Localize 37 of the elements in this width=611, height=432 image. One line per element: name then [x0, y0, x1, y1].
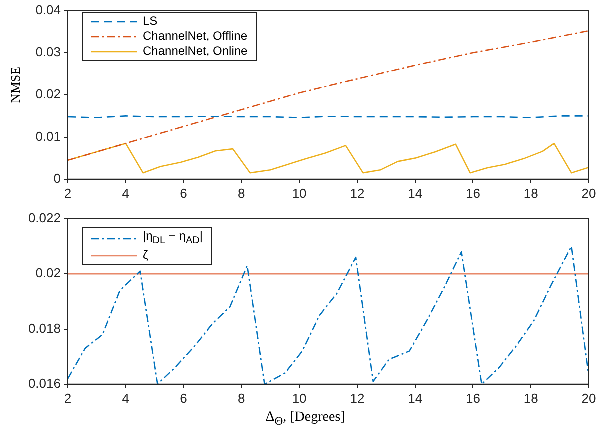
x-tick-label: 8: [238, 186, 246, 201]
legend-label: ChannelNet, Online: [143, 44, 248, 59]
x-tick-label: 8: [238, 390, 246, 406]
y-tick-label: 0.018: [28, 320, 61, 336]
x-tick-label: 6: [180, 390, 188, 406]
x-tick-label: 20: [582, 186, 596, 201]
x-tick-label: 10: [292, 390, 307, 406]
x-tick-label: 16: [466, 390, 480, 406]
x-tick-label: 14: [408, 186, 423, 201]
y-tick-label: 0.022: [28, 210, 61, 226]
x-tick-label: 6: [180, 186, 188, 201]
x-tick-label: 20: [582, 390, 596, 406]
y-tick-label: 0.02: [36, 266, 61, 281]
x-tick-label: 14: [408, 390, 423, 406]
x-tick-label: 18: [524, 390, 538, 406]
x-tick-label: 12: [350, 390, 365, 406]
legend-label: LS: [143, 14, 158, 29]
y-tick-label: 0.01: [36, 128, 61, 144]
x-tick-label: 2: [64, 390, 72, 406]
x-tick-label: 10: [292, 186, 307, 201]
x-tick-label: 18: [524, 186, 538, 201]
y-tick-label: 0.016: [28, 376, 61, 391]
y-tick-label: 0.03: [36, 44, 61, 60]
x-tick-label: 16: [466, 186, 480, 201]
y-tick-label: 0.04: [36, 2, 61, 18]
x-axis-title: Δ$_{Θ}$, [Degrees]: [264, 410, 346, 428]
line-series: [68, 30, 589, 162]
y-axis-title: NMSE: [8, 66, 24, 104]
legend-label: ζ: [143, 248, 148, 264]
x-tick-label: 2: [64, 186, 72, 201]
x-tick-label: 4: [122, 390, 130, 406]
legend-label: |η$_{DL}$ − η$_{AD}$|: [143, 229, 203, 248]
y-tick-label: 0.02: [36, 86, 61, 102]
x-tick-label: 4: [122, 186, 130, 201]
legend-label: ChannelNet, Offline: [143, 29, 248, 44]
y-tick-label: 0: [54, 170, 61, 186]
x-tick-label: 12: [350, 186, 365, 201]
